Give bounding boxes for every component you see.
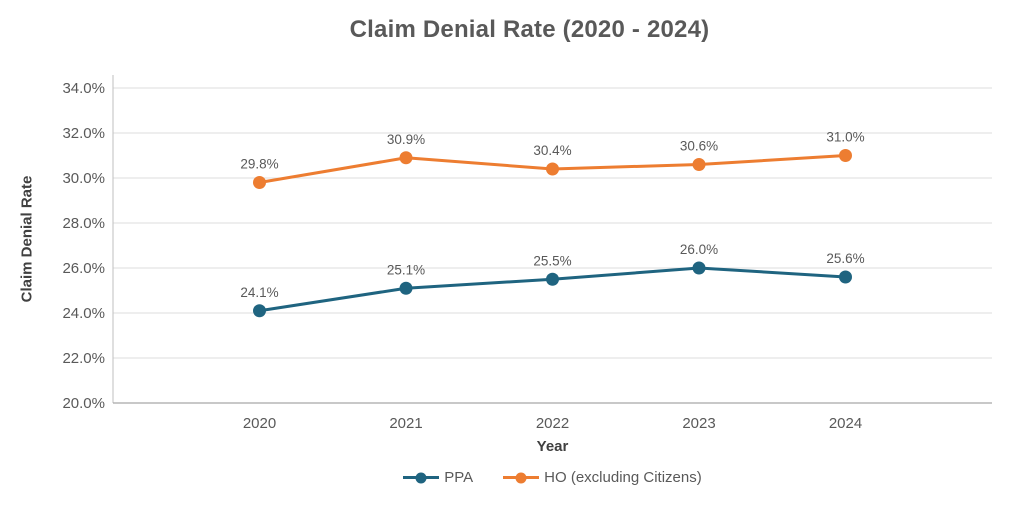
chart-title: Claim Denial Rate (2020 - 2024) — [349, 16, 710, 43]
y-tick-label: 26.0% — [62, 260, 105, 277]
legend-label-ho: HO (excluding Citizens) — [544, 469, 702, 486]
data-label: 25.6% — [826, 251, 864, 266]
data-point-marker — [692, 261, 706, 275]
data-point-marker — [692, 158, 706, 171]
x-tick-label: 2022 — [536, 415, 569, 432]
ho-line-marker-icon — [503, 476, 540, 479]
x-axis-title: Year — [536, 438, 569, 455]
data-label: 30.9% — [387, 132, 425, 147]
legend-item-ppa: PPA — [403, 469, 473, 486]
y-tick-label: 30.0% — [62, 170, 105, 187]
data-point-marker — [839, 270, 852, 284]
y-tick-label: 28.0% — [62, 215, 105, 232]
y-tick-label: 24.0% — [62, 305, 105, 322]
legend-item-ho: HO (excluding Citizens) — [503, 469, 702, 486]
ppa-line-marker-icon — [403, 476, 440, 479]
legend-label-ppa: PPA — [444, 469, 474, 486]
data-label: 30.6% — [680, 139, 718, 154]
x-tick-label: 2024 — [829, 415, 862, 432]
y-tick-label: 22.0% — [62, 350, 105, 367]
data-label: 30.4% — [533, 143, 571, 158]
data-point-marker — [399, 151, 413, 165]
data-point-marker — [546, 162, 559, 176]
y-tick-label: 32.0% — [62, 125, 105, 142]
data-label: 25.5% — [533, 253, 571, 268]
data-point-marker — [839, 149, 852, 162]
data-label: 24.1% — [240, 285, 278, 300]
data-label: 31.0% — [826, 130, 864, 145]
data-point-marker — [253, 176, 266, 189]
y-tick-label: 34.0% — [62, 80, 105, 97]
x-tick-label: 2020 — [243, 415, 276, 432]
data-point-marker — [399, 281, 413, 295]
x-tick-label: 2021 — [389, 415, 422, 432]
data-label: 29.8% — [240, 157, 278, 172]
legend: PPA HO (excluding Citizens) — [113, 469, 992, 486]
y-tick-label: 20.0% — [62, 395, 105, 412]
data-point-marker — [253, 304, 266, 318]
data-label: 25.1% — [387, 262, 425, 277]
data-point-marker — [546, 272, 559, 286]
x-tick-label: 2023 — [682, 415, 715, 432]
data-label: 26.0% — [680, 242, 718, 257]
